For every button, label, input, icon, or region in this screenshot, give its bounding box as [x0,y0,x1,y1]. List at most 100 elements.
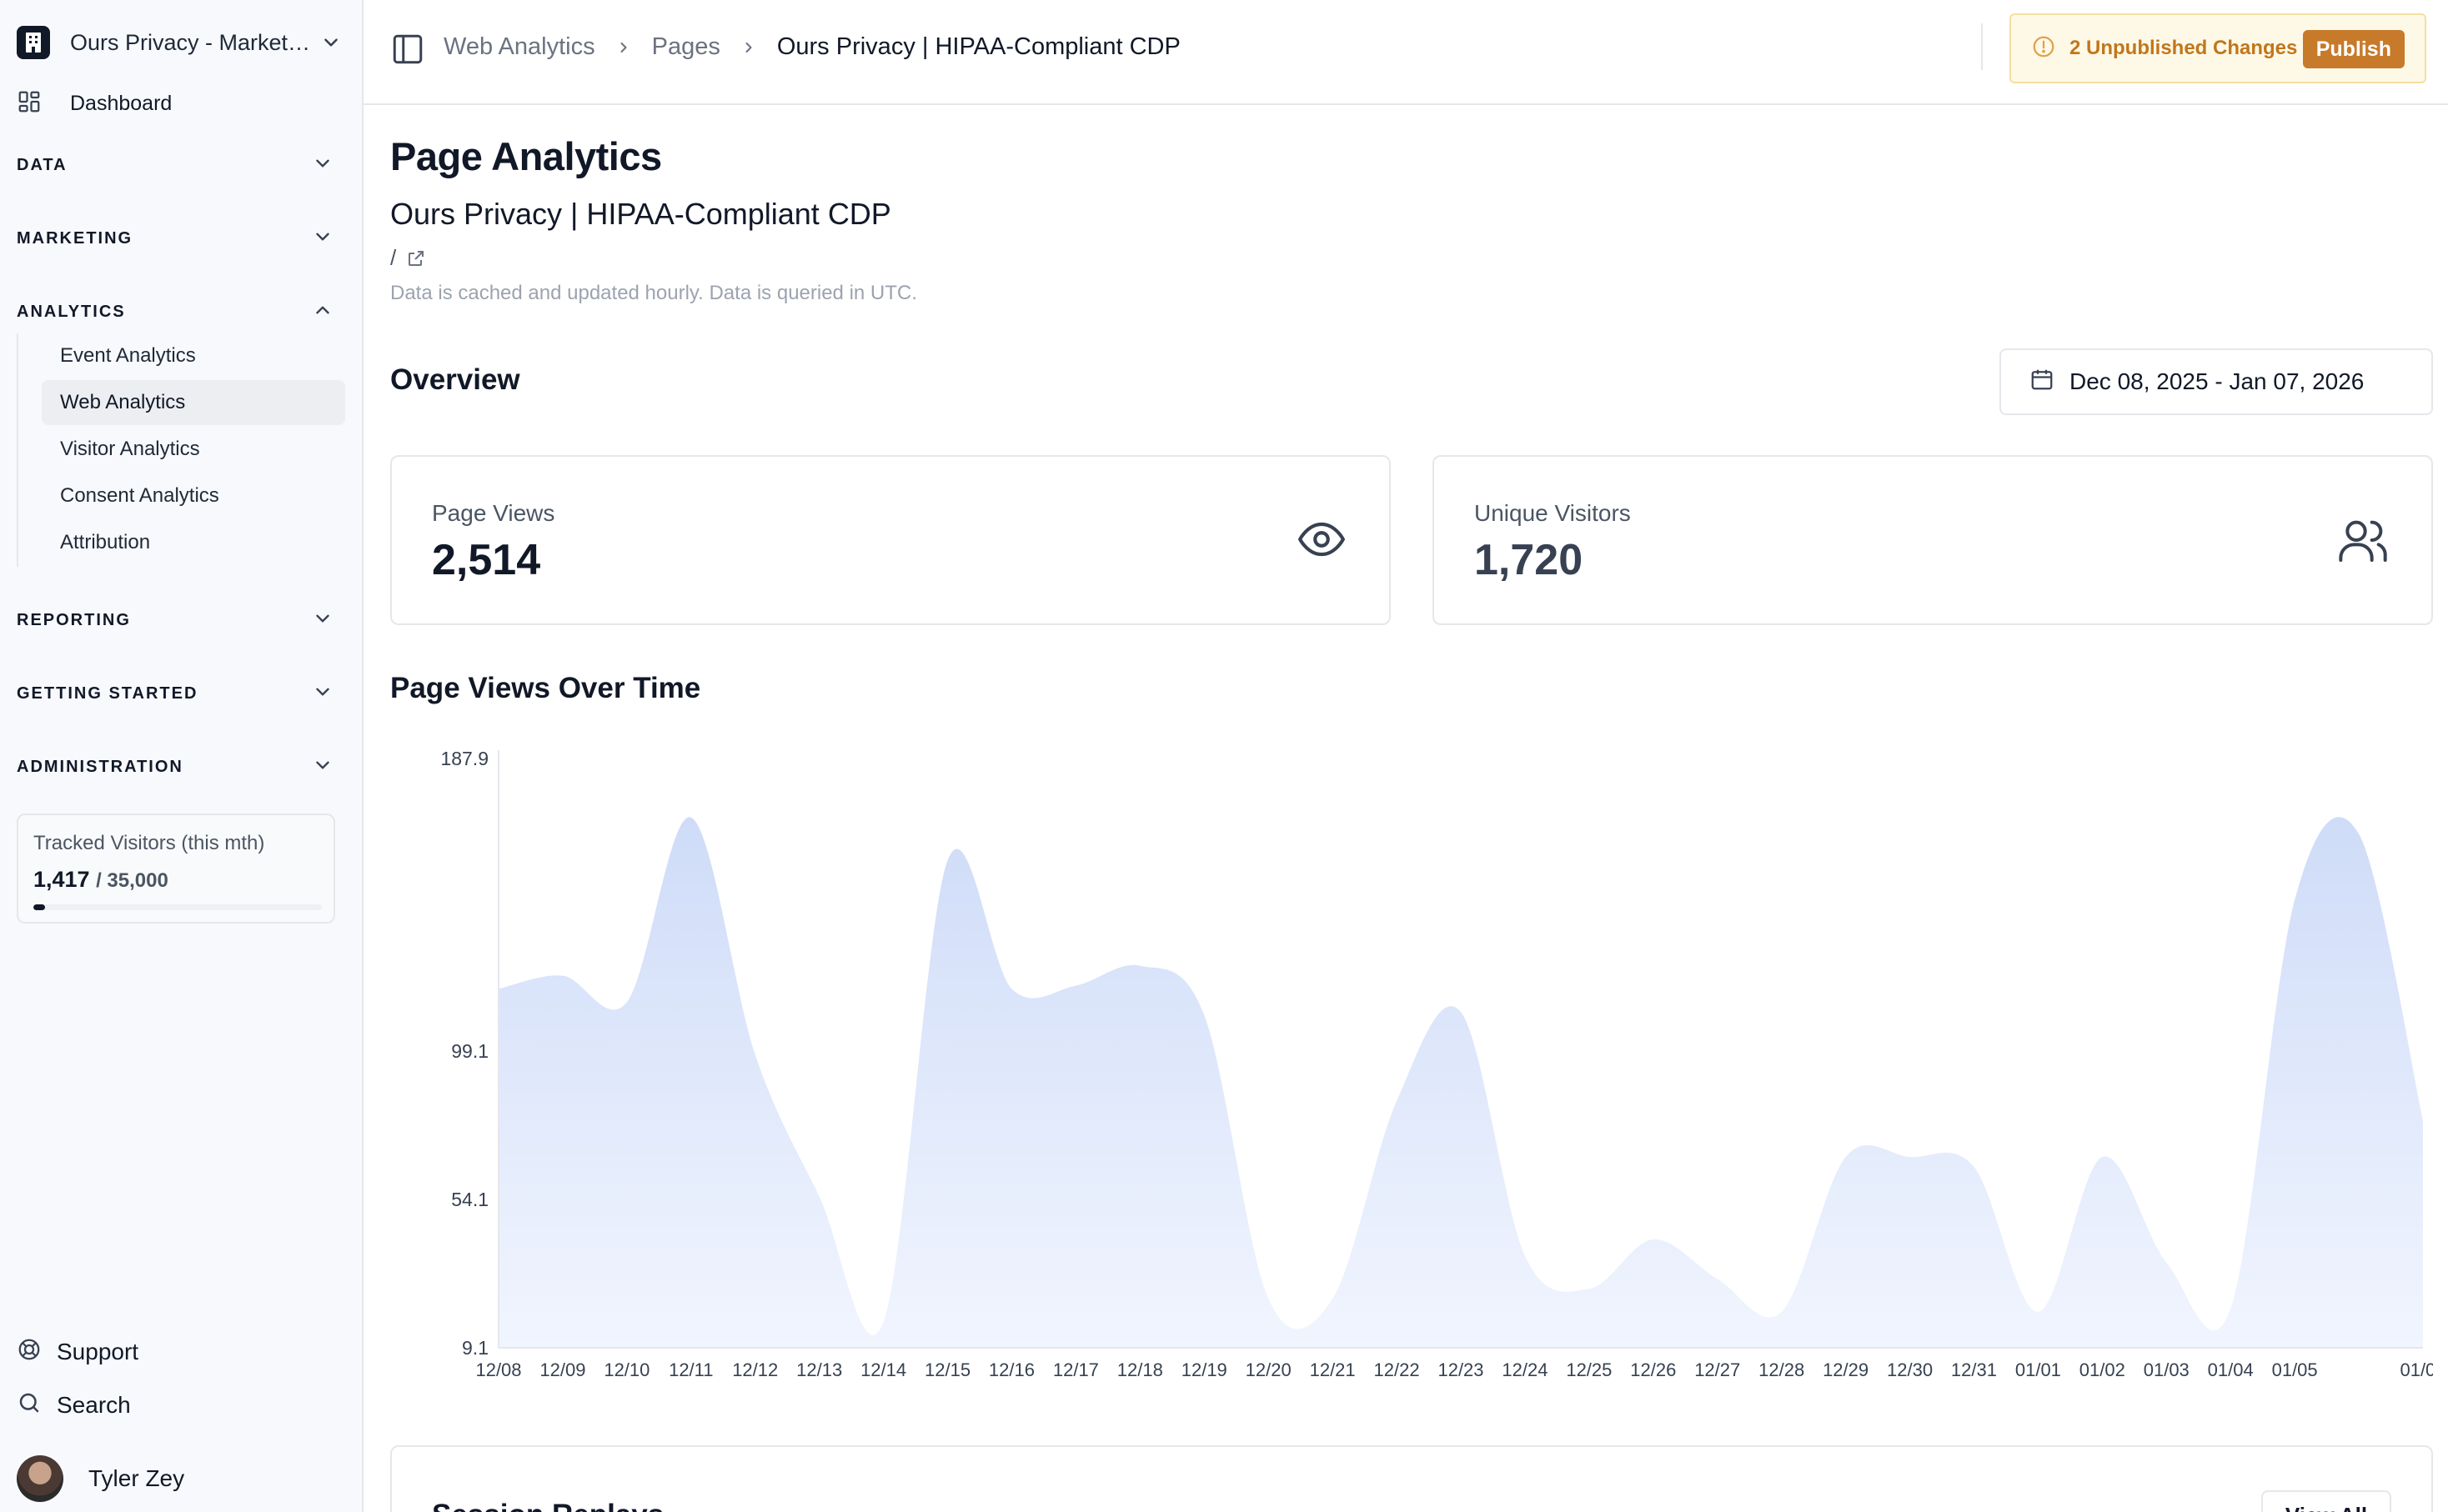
data-point-01-04[interactable] [2225,1304,2235,1314]
sidebar: Ours Privacy - Marketing Dashboard DATA … [0,0,364,1512]
page-path[interactable]: / [390,245,426,271]
data-point-12-31[interactable] [1969,1162,1979,1172]
data-point-01-06[interactable] [2354,829,2364,839]
data-point-12-09[interactable] [558,971,568,981]
y-tick-label: 99.1 [451,1040,489,1062]
sidebar-item-consent-analytics[interactable]: Consent Analytics [60,484,219,507]
data-point-12-19[interactable] [1199,1010,1209,1020]
data-point-12-28[interactable] [1777,1307,1787,1317]
data-point-12-22[interactable] [1392,1096,1402,1106]
x-tick-label: 12/26 [1630,1359,1676,1380]
x-tick-label: 01/05 [2272,1359,2318,1380]
eye-icon [1296,513,1347,569]
section-administration-label: ADMINISTRATION [17,757,183,776]
external-link-icon [409,250,424,266]
page-path-text: / [390,245,397,270]
chart-title: Page Views Over Time [390,672,701,704]
data-point-12-14[interactable] [879,1317,889,1327]
nav-dashboard-label: Dashboard [70,91,173,115]
chevron-down-icon [320,32,342,58]
x-tick-label: 12/28 [1758,1359,1804,1380]
section-reporting-label: REPORTING [17,610,131,629]
unpublished-changes-text[interactable]: 2 Unpublished Changes [2069,37,2298,59]
data-point-12-13[interactable] [815,1192,825,1202]
section-analytics[interactable]: ANALYTICS [17,297,334,327]
x-tick-label: 12/29 [1823,1359,1869,1380]
x-tick-label: 12/09 [539,1359,585,1380]
x-tick-label: 12/10 [604,1359,650,1380]
search-link[interactable]: Search [17,1389,131,1422]
tracked-visitors-total: / 35,000 [96,869,168,892]
x-tick-label: 12/21 [1310,1359,1356,1380]
x-tick-label: 12/11 [669,1359,713,1380]
page-views-chart: 9.1 54.1 99.1 187.9 12/08 12/09 12/10 12/11 12/… [390,733,2445,1392]
support-link[interactable]: Support [17,1335,138,1369]
chevron-down-icon [312,226,334,252]
data-point-01-03[interactable] [2161,1258,2171,1268]
data-point-12-11[interactable] [686,813,696,823]
data-point-12-23[interactable] [1456,1007,1466,1017]
sidebar-item-web-analytics[interactable]: Web Analytics [42,380,345,425]
chevron-right-icon [740,39,757,56]
section-data-label: DATA [17,155,68,174]
x-tick-label: 12/25 [1566,1359,1612,1380]
breadcrumb-current-page: Ours Privacy | HIPAA-Compliant CDP [776,33,1181,60]
x-tick-label: 12/15 [925,1359,971,1380]
x-tick-label: 12/13 [796,1359,842,1380]
section-reporting[interactable]: REPORTING [17,605,334,635]
page-views-label: Page Views [432,500,555,526]
y-tick-label: 54.1 [451,1189,489,1210]
section-analytics-label: ANALYTICS [17,302,126,321]
data-point-12-12[interactable] [750,1049,760,1059]
sidebar-item-visitor-analytics[interactable]: Visitor Analytics [60,438,200,460]
data-point-12-30[interactable] [1905,1152,1915,1162]
data-point-12-15[interactable] [943,855,953,865]
data-point-12-20[interactable] [1263,1294,1273,1304]
section-getting-started[interactable]: GETTING STARTED [17,678,334,708]
data-point-12-26[interactable] [1648,1234,1658,1244]
search-icon [17,1390,42,1421]
breadcrumb-pages[interactable]: Pages [651,33,720,60]
org-switcher[interactable]: Ours Privacy - Marketing [17,25,342,60]
data-point-12-29[interactable] [1841,1152,1851,1162]
page-name: Ours Privacy | HIPAA-Compliant CDP [390,197,891,231]
data-point-12-24[interactable] [1520,1251,1530,1261]
unpublished-changes-banner: 2 Unpublished Changes Publish [2009,13,2426,83]
data-point-01-05[interactable] [2290,895,2300,905]
divider [1981,23,1983,70]
view-all-button[interactable]: View All [2261,1490,2391,1512]
page-title: Page Analytics [390,134,662,178]
date-range-picker[interactable]: Dec 08, 2025 - Jan 07, 2026 [1999,348,2433,415]
data-point-01-01[interactable] [2033,1307,2043,1317]
data-point-12-21[interactable] [1327,1294,1337,1304]
data-point-12-16[interactable] [1006,984,1016,994]
data-point-01-02[interactable] [2097,1152,2107,1162]
data-point-01-07[interactable] [2418,1116,2428,1126]
sidebar-item-event-analytics[interactable]: Event Analytics [60,344,196,367]
section-getting-started-label: GETTING STARTED [17,683,198,703]
chevron-down-icon [312,681,334,707]
data-point-12-10[interactable] [622,997,632,1007]
sidebar-toggle-icon[interactable] [390,32,425,71]
nav-dashboard[interactable]: Dashboard [17,88,172,118]
sidebar-item-attribution[interactable]: Attribution [60,531,151,553]
user-menu[interactable]: Tyler Zey [17,1455,184,1502]
section-administration[interactable]: ADMINISTRATION [17,752,334,782]
support-label: Support [57,1339,139,1364]
breadcrumb-web-analytics[interactable]: Web Analytics [444,33,595,60]
data-point-12-17[interactable] [1071,980,1081,990]
calendar-icon [2029,367,2054,398]
tracked-visitors-progress-fill [33,904,45,910]
x-tick-label: 12/14 [860,1359,906,1380]
section-marketing[interactable]: MARKETING [17,223,334,253]
users-icon [2336,513,2390,571]
section-data[interactable]: DATA [17,150,334,180]
data-point-12-25[interactable] [1584,1284,1594,1294]
unique-visitors-card: Unique Visitors 1,720 [1432,455,2433,625]
data-point-12-18[interactable] [1135,961,1145,971]
data-point-12-27[interactable] [1713,1274,1723,1284]
x-tick-label: 01/03 [2144,1359,2190,1380]
user-name: Tyler Zey [88,1465,185,1491]
x-tick-label: 12/22 [1374,1359,1420,1380]
publish-button[interactable]: Publish [2302,30,2405,68]
